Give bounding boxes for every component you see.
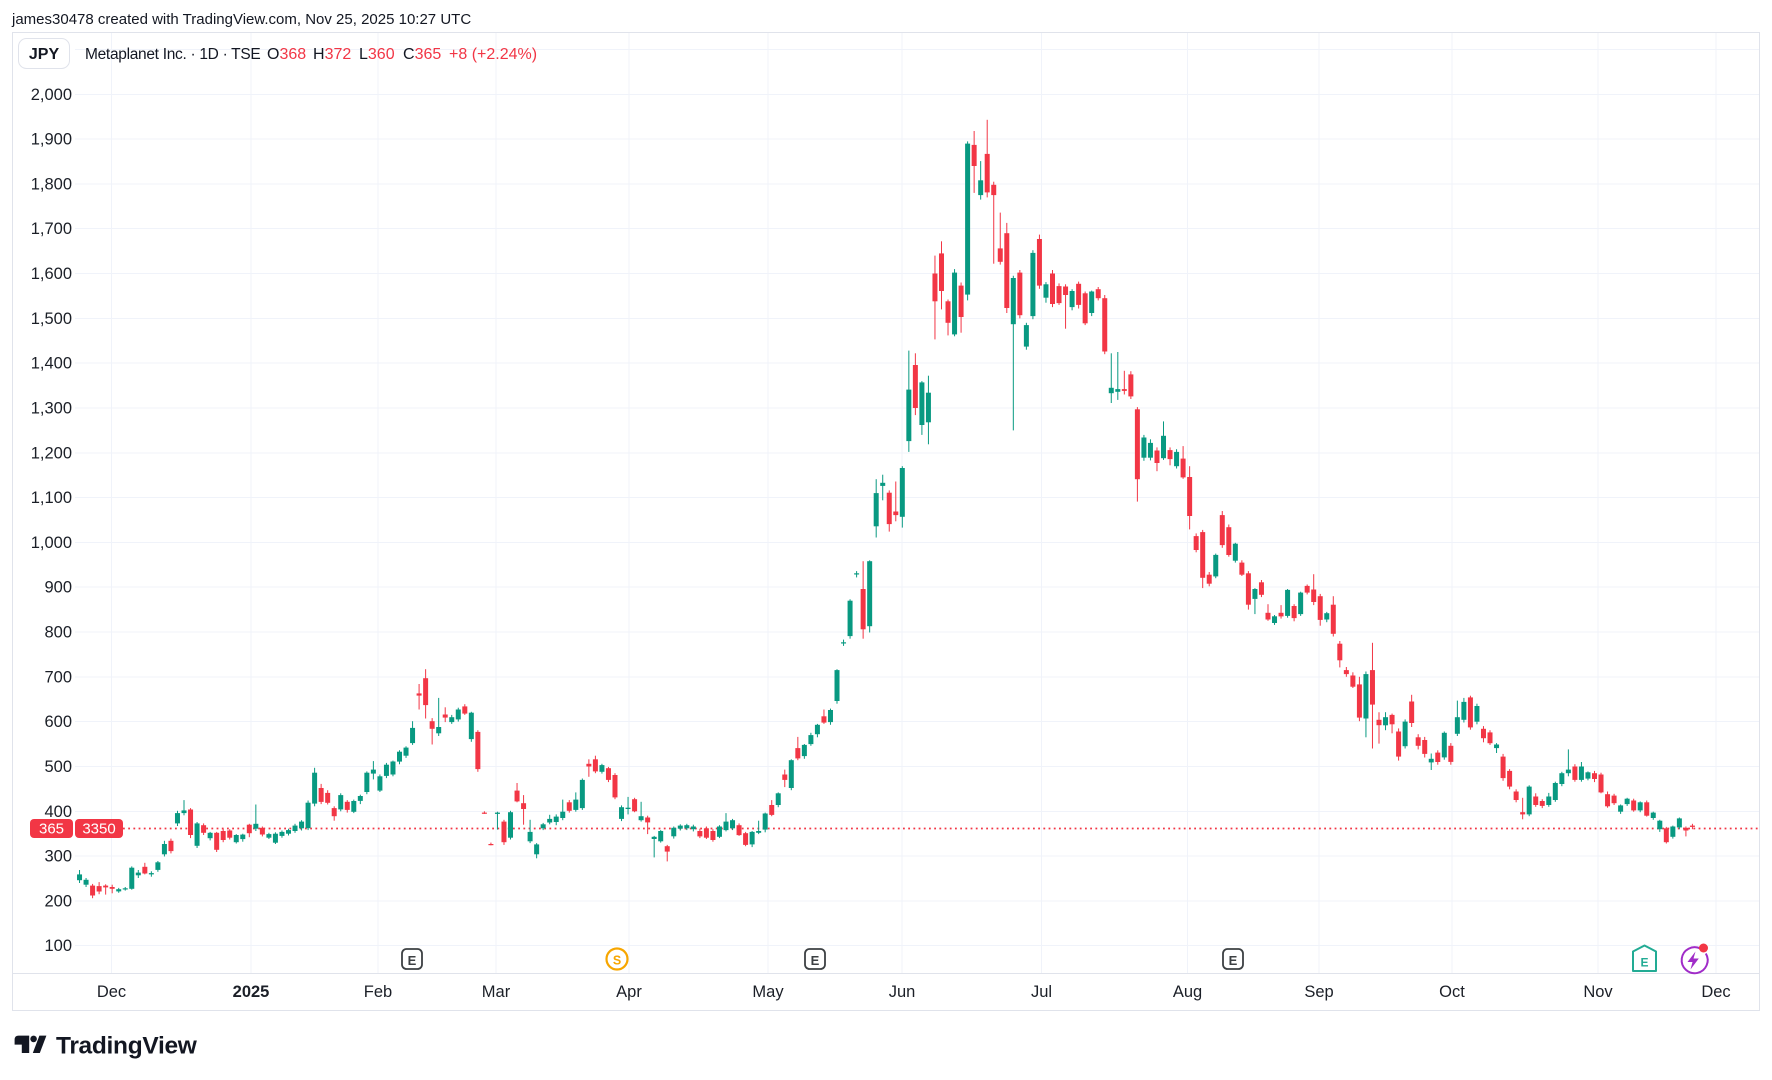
svg-text:May: May xyxy=(752,983,784,1001)
svg-text:H372: H372 xyxy=(313,46,351,63)
svg-text:1,300: 1,300 xyxy=(31,400,72,418)
svg-text:2,000: 2,000 xyxy=(31,86,72,104)
svg-text:L360: L360 xyxy=(359,46,395,63)
svg-text:E: E xyxy=(408,953,417,968)
svg-text:S: S xyxy=(613,954,621,968)
svg-text:1,600: 1,600 xyxy=(31,265,72,283)
svg-text:365: 365 xyxy=(39,821,64,838)
svg-text:900: 900 xyxy=(44,579,72,597)
svg-text:1,000: 1,000 xyxy=(31,534,72,552)
svg-text:Apr: Apr xyxy=(616,983,642,1001)
svg-text:Dec: Dec xyxy=(97,983,126,1001)
svg-text:Jul: Jul xyxy=(1031,983,1052,1001)
svg-text:1,900: 1,900 xyxy=(31,131,72,149)
svg-text:300: 300 xyxy=(44,848,72,866)
svg-text:Aug: Aug xyxy=(1173,983,1202,1001)
svg-text:E: E xyxy=(811,953,820,968)
svg-text:700: 700 xyxy=(44,668,72,686)
svg-text:Oct: Oct xyxy=(1439,983,1465,1001)
svg-text:+8 (+2.24%): +8 (+2.24%) xyxy=(449,46,537,63)
svg-text:2025: 2025 xyxy=(233,983,270,1001)
svg-text:200: 200 xyxy=(44,892,72,910)
svg-text:C365: C365 xyxy=(403,46,441,63)
svg-text:Feb: Feb xyxy=(364,983,392,1001)
svg-text:Mar: Mar xyxy=(482,983,511,1001)
svg-text:800: 800 xyxy=(44,624,72,642)
svg-text:1,800: 1,800 xyxy=(31,175,72,193)
svg-text:Dec: Dec xyxy=(1701,983,1730,1001)
svg-text:TradingView: TradingView xyxy=(56,1033,198,1060)
svg-text:E: E xyxy=(1640,956,1648,970)
svg-text:100: 100 xyxy=(44,937,72,955)
svg-text:Sep: Sep xyxy=(1304,983,1333,1001)
svg-text:1,700: 1,700 xyxy=(31,220,72,238)
svg-text:james30478 created with Tradin: james30478 created with TradingView.com,… xyxy=(11,11,471,28)
svg-text:Metaplanet Inc. · 1D · TSE: Metaplanet Inc. · 1D · TSE xyxy=(85,46,260,63)
svg-text:Jun: Jun xyxy=(889,983,916,1001)
svg-text:E: E xyxy=(1229,953,1238,968)
svg-text:Nov: Nov xyxy=(1583,983,1613,1001)
svg-text:O368: O368 xyxy=(267,46,306,63)
svg-text:400: 400 xyxy=(44,803,72,821)
svg-text:1,500: 1,500 xyxy=(31,310,72,328)
svg-text:500: 500 xyxy=(44,758,72,776)
svg-text:1,400: 1,400 xyxy=(31,355,72,373)
svg-text:1,200: 1,200 xyxy=(31,444,72,462)
svg-text:JPY: JPY xyxy=(29,46,60,63)
svg-text:3350: 3350 xyxy=(82,821,115,838)
svg-text:1,100: 1,100 xyxy=(31,489,72,507)
svg-text:600: 600 xyxy=(44,713,72,731)
